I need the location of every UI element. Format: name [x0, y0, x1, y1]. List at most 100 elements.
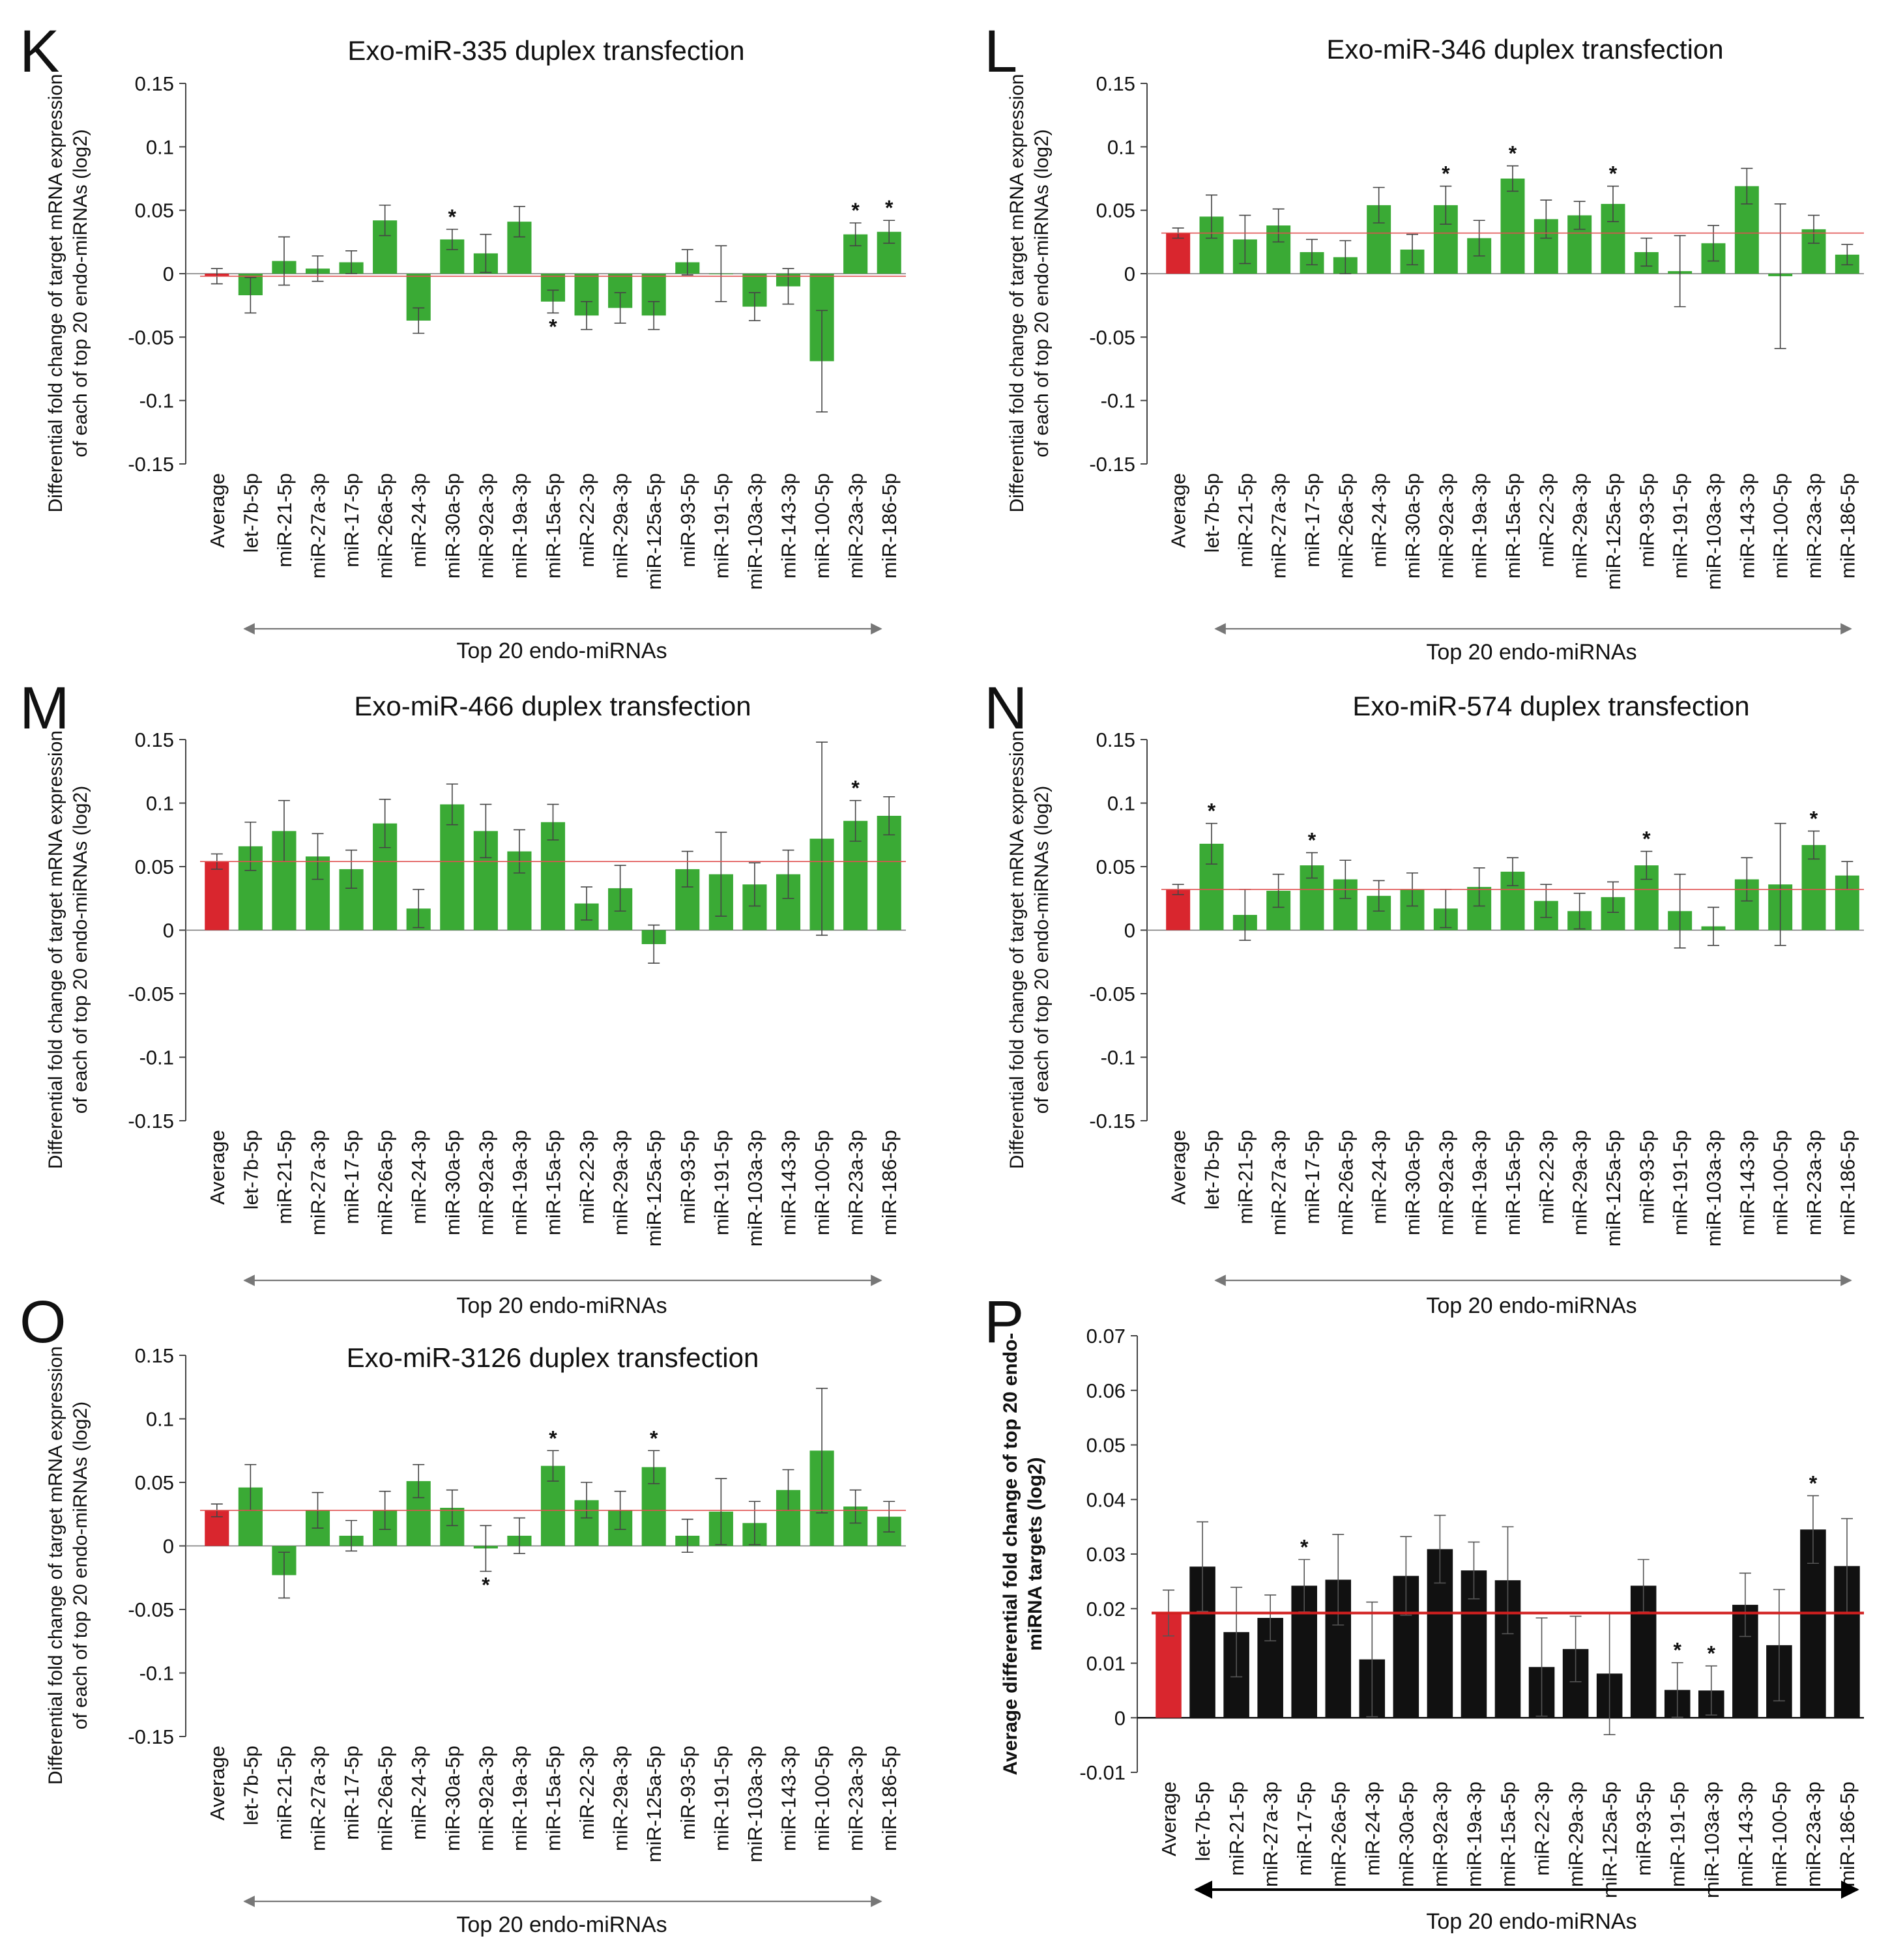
y-tick-label: 0.05	[1096, 856, 1135, 878]
x-tick-label: miR-92a-3p	[474, 473, 497, 579]
y-tick-label: 0	[163, 1535, 174, 1558]
x-tick-label: miR-15a-5p	[542, 1130, 565, 1235]
y-tick-label: 0.05	[1096, 199, 1135, 222]
y-axis-label: Differential fold change of target mRNA …	[45, 1346, 66, 1785]
y-tick-label: -0.1	[139, 390, 174, 412]
x-tick-label: miR-30a-5p	[441, 1746, 464, 1851]
significance-marker: *	[1509, 142, 1517, 166]
x-tick-label: miR-143-3p	[778, 473, 800, 579]
y-tick-label: 0	[1124, 263, 1135, 285]
y-tick-label: 0.1	[1107, 136, 1135, 158]
significance-marker: *	[885, 196, 894, 220]
panel-letter: L	[984, 18, 1017, 85]
y-tick-label: -0.05	[128, 1598, 174, 1621]
bar	[440, 804, 465, 930]
x-tick-label: miR-143-3p	[778, 1130, 800, 1235]
y-tick-label: 0.15	[1096, 72, 1135, 95]
x-tick-label: miR-24-3p	[1361, 1781, 1384, 1876]
x-tick-label: Average	[1157, 1781, 1180, 1856]
x-tick-label: miR-93-5p	[676, 1746, 699, 1840]
x-tick-label: miR-24-3p	[407, 473, 430, 568]
x-tick-label: miR-24-3p	[407, 1130, 430, 1224]
y-axis-label: of each of top 20 endo-miRNAs (log2)	[70, 1402, 91, 1730]
x-tick-label: miR-27a-3p	[1259, 1781, 1282, 1887]
x-tick-label: miR-23a-3p	[1803, 1130, 1825, 1235]
x-axis-label: Top 20 endo-miRNAs	[1426, 1293, 1636, 1318]
x-axis-label: Top 20 endo-miRNAs	[1426, 640, 1636, 665]
x-tick-label: miR-26a-5p	[374, 473, 397, 579]
x-tick-label: miR-186-5p	[878, 1746, 901, 1851]
y-tick-label: -0.01	[1079, 1761, 1126, 1784]
chart-title: Exo-miR-335 duplex transfection	[347, 35, 744, 66]
y-tick-label: 0.15	[1096, 728, 1135, 751]
y-tick-label: 0.15	[135, 728, 174, 751]
x-tick-label: miR-17-5p	[340, 1130, 363, 1224]
y-tick-label: 0.06	[1086, 1379, 1126, 1402]
x-tick-label: miR-17-5p	[340, 1746, 363, 1840]
chart-title: Exo-miR-466 duplex transfection	[354, 691, 751, 721]
x-tick-label: miR-24-3p	[407, 1746, 430, 1840]
significance-marker: *	[851, 777, 860, 800]
x-tick-label: miR-19a-3p	[508, 1746, 531, 1851]
x-tick-label: miR-15a-5p	[1502, 473, 1524, 579]
x-tick-label: miR-21-5p	[1234, 1130, 1257, 1224]
x-tick-label: miR-27a-3p	[307, 473, 330, 579]
x-tick-label: miR-22-3p	[1531, 1781, 1554, 1876]
bar	[1166, 233, 1191, 274]
x-tick-label: miR-17-5p	[1301, 473, 1324, 568]
x-tick-label: miR-103a-3p	[1700, 1781, 1723, 1898]
x-tick-label: miR-191-5p	[710, 1130, 733, 1235]
y-tick-label: 0.05	[135, 856, 174, 878]
y-tick-label: 0.04	[1086, 1488, 1126, 1511]
panel-n: N Exo-miR-574 duplex transfection Differen…	[984, 675, 1864, 1318]
x-tick-label: miR-17-5p	[1293, 1781, 1316, 1876]
x-tick-label: miR-29a-3p	[1569, 1130, 1592, 1235]
x-tick-label: miR-23a-3p	[1802, 1781, 1825, 1887]
x-tick-label: Average	[206, 1746, 229, 1821]
x-tick-label: miR-143-3p	[778, 1746, 800, 1851]
x-tick-label: miR-186-5p	[1836, 473, 1859, 579]
significance-marker: *	[1300, 1535, 1309, 1559]
y-tick-label: 0.02	[1086, 1598, 1126, 1621]
y-tick-label: 0.1	[146, 1408, 174, 1431]
x-tick-label: miR-27a-3p	[1268, 473, 1290, 579]
x-tick-label: miR-23a-3p	[845, 473, 867, 579]
y-tick-label: -0.15	[128, 1725, 174, 1748]
x-tick-label: miR-19a-3p	[508, 1130, 531, 1235]
x-tick-label: miR-92a-3p	[474, 1746, 497, 1851]
x-tick-label: let-7b-5p	[239, 1130, 262, 1209]
x-tick-label: Average	[206, 1130, 229, 1205]
panel-letter: M	[20, 675, 70, 742]
x-tick-label: miR-93-5p	[1633, 1781, 1655, 1876]
significance-marker: *	[1442, 162, 1450, 186]
bar	[205, 861, 229, 930]
x-tick-label: miR-29a-3p	[1565, 1781, 1588, 1887]
y-tick-label: -0.05	[1089, 983, 1135, 1005]
x-tick-label: miR-24-3p	[1368, 473, 1391, 568]
y-tick-label: 0	[163, 919, 174, 942]
significance-marker: *	[1674, 1639, 1682, 1662]
x-tick-label: miR-103a-3p	[744, 1130, 766, 1247]
x-tick-label: miR-26a-5p	[374, 1130, 397, 1235]
panel-k: K Exo-miR-335 duplex transfection Differen…	[20, 18, 906, 663]
y-tick-label: -0.1	[1101, 1046, 1135, 1069]
x-tick-label: miR-92a-3p	[1429, 1781, 1451, 1887]
chart-title: Exo-miR-3126 duplex transfection	[347, 1342, 759, 1373]
y-axis-label: miRNA targets (log2)	[1025, 1457, 1046, 1650]
y-tick-label: -0.05	[128, 983, 174, 1005]
x-tick-label: miR-103a-3p	[1702, 1130, 1725, 1247]
x-tick-label: miR-29a-3p	[609, 473, 632, 579]
panel-letter: N	[984, 675, 1027, 742]
x-tick-label: miR-26a-5p	[1334, 1130, 1357, 1235]
x-tick-label: miR-125a-5p	[643, 1130, 665, 1247]
x-tick-label: miR-93-5p	[1635, 1130, 1658, 1224]
x-tick-label: miR-191-5p	[1666, 1781, 1689, 1887]
x-tick-label: let-7b-5p	[1200, 473, 1223, 553]
y-tick-label: -0.15	[128, 1110, 174, 1132]
y-tick-label: 0.05	[1086, 1434, 1126, 1457]
significance-marker: *	[1809, 1471, 1818, 1495]
significance-marker: *	[1308, 829, 1316, 852]
significance-marker: *	[549, 315, 557, 338]
x-tick-label: miR-29a-3p	[609, 1746, 632, 1851]
x-tick-label: miR-143-3p	[1736, 1130, 1758, 1235]
